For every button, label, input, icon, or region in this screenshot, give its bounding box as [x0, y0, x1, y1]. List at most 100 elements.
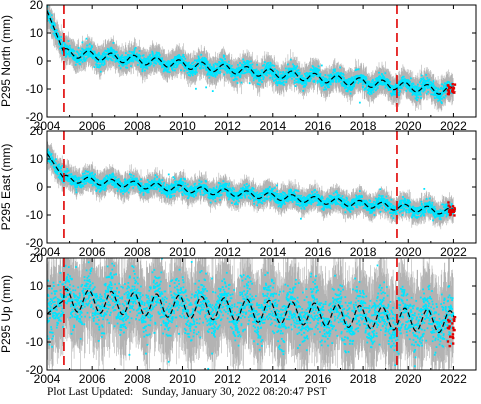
outlier-point: [320, 64, 323, 67]
x-tick-label: 2022: [440, 119, 467, 133]
recent-point: [453, 315, 457, 319]
x-tick-label: 2018: [350, 372, 377, 386]
outlier-point: [342, 201, 344, 204]
recent-point: [447, 204, 450, 207]
recent-point: [449, 335, 452, 338]
outlier-point: [446, 213, 449, 216]
outlier-point: [166, 195, 168, 198]
outlier-point: [276, 184, 278, 187]
y-tick-label: -10: [26, 82, 44, 96]
outlier-point: [376, 264, 379, 267]
y-tick-label: 0: [36, 54, 43, 68]
x-tick-label: 2020: [395, 372, 422, 386]
daily-points: [47, 5, 455, 104]
outlier-point: [85, 37, 88, 40]
recent-point: [453, 83, 457, 86]
recent-point: [448, 205, 452, 209]
outlier-point: [248, 82, 251, 85]
outlier-point: [78, 292, 81, 295]
y-tick-label: -10: [26, 335, 44, 349]
outlier-point: [355, 75, 358, 78]
x-tick-label: 2014: [259, 245, 286, 259]
model-curve: [47, 288, 457, 334]
outlier-point: [400, 203, 403, 206]
plot-area: [47, 5, 457, 112]
outlier-point: [409, 304, 412, 307]
y-tick-label: -10: [26, 208, 44, 222]
outlier-point: [392, 217, 395, 220]
recent-point: [447, 201, 450, 204]
outlier-point: [313, 189, 316, 192]
recent-point: [453, 206, 456, 210]
recent-point: [449, 211, 452, 214]
x-tick-label: 2006: [79, 245, 106, 259]
outlier-point: [269, 76, 272, 79]
outlier-point: [238, 68, 241, 71]
outlier-point: [300, 199, 303, 202]
recent-point: [452, 318, 455, 321]
x-tick-label: 2022: [440, 372, 467, 386]
outlier-point: [294, 85, 297, 87]
y-tick-label: 10: [30, 279, 44, 293]
recent-point: [451, 205, 455, 208]
recent-point: [451, 342, 455, 345]
x-tick-label: 2006: [79, 119, 106, 133]
outlier-point: [408, 236, 410, 238]
recent-point: [448, 344, 451, 348]
y-tick-label: 0: [36, 307, 43, 321]
x-tick-label: 2022: [440, 245, 467, 259]
outlier-point: [378, 204, 380, 206]
y-axis-label: P295 North (mm): [0, 15, 13, 107]
x-tick-label: 2010: [169, 245, 196, 259]
outlier-point: [299, 217, 302, 220]
y-tick-label: 10: [30, 152, 44, 166]
recent-point: [453, 328, 456, 332]
outlier-point: [339, 66, 342, 69]
outlier-point: [75, 176, 78, 179]
outlier-point: [128, 353, 131, 356]
outlier-point: [96, 66, 99, 68]
outlier-point: [65, 55, 68, 57]
recent-point: [447, 318, 450, 322]
recent-point: [453, 214, 456, 217]
recent-point: [451, 87, 454, 90]
x-tick-label: 2012: [214, 372, 241, 386]
x-tick-label: 2008: [124, 245, 151, 259]
outlier-point: [113, 273, 116, 276]
outlier-point: [66, 178, 68, 181]
x-tick-label: 2016: [305, 372, 332, 386]
outlier-point: [307, 327, 310, 330]
outlier-point: [358, 101, 361, 104]
x-tick-label: 2020: [395, 119, 422, 133]
x-tick-label: 2016: [305, 245, 332, 259]
outlier-point: [316, 68, 319, 71]
outlier-point: [315, 289, 318, 292]
y-tick-label: 20: [30, 251, 44, 265]
recent-point: [453, 208, 457, 211]
outlier-point: [325, 205, 328, 207]
x-tick-label: 2014: [259, 119, 286, 133]
recent-point: [446, 340, 450, 343]
outlier-point: [280, 203, 283, 206]
y-tick-label: 20: [30, 124, 44, 138]
x-tick-label: 2008: [124, 119, 151, 133]
x-tick-label: 2018: [350, 119, 377, 133]
x-tick-label: 2008: [124, 372, 151, 386]
plot-area: [47, 236, 457, 370]
recent-point: [446, 88, 450, 92]
x-tick-label: 2012: [214, 119, 241, 133]
recent-point: [452, 210, 456, 214]
recent-point: [448, 86, 452, 90]
x-tick-label: 2020: [395, 245, 422, 259]
y-tick-label: -20: [26, 236, 44, 250]
recent-point: [452, 326, 455, 330]
outlier-point: [167, 173, 170, 176]
recent-points: [446, 83, 457, 96]
outlier-point: [195, 87, 197, 90]
x-tick-label: 2004: [34, 372, 61, 386]
model-curve: [47, 153, 457, 215]
outlier-point: [176, 187, 179, 190]
x-tick-label: 2018: [350, 245, 377, 259]
x-tick-label: 2004: [34, 119, 61, 133]
